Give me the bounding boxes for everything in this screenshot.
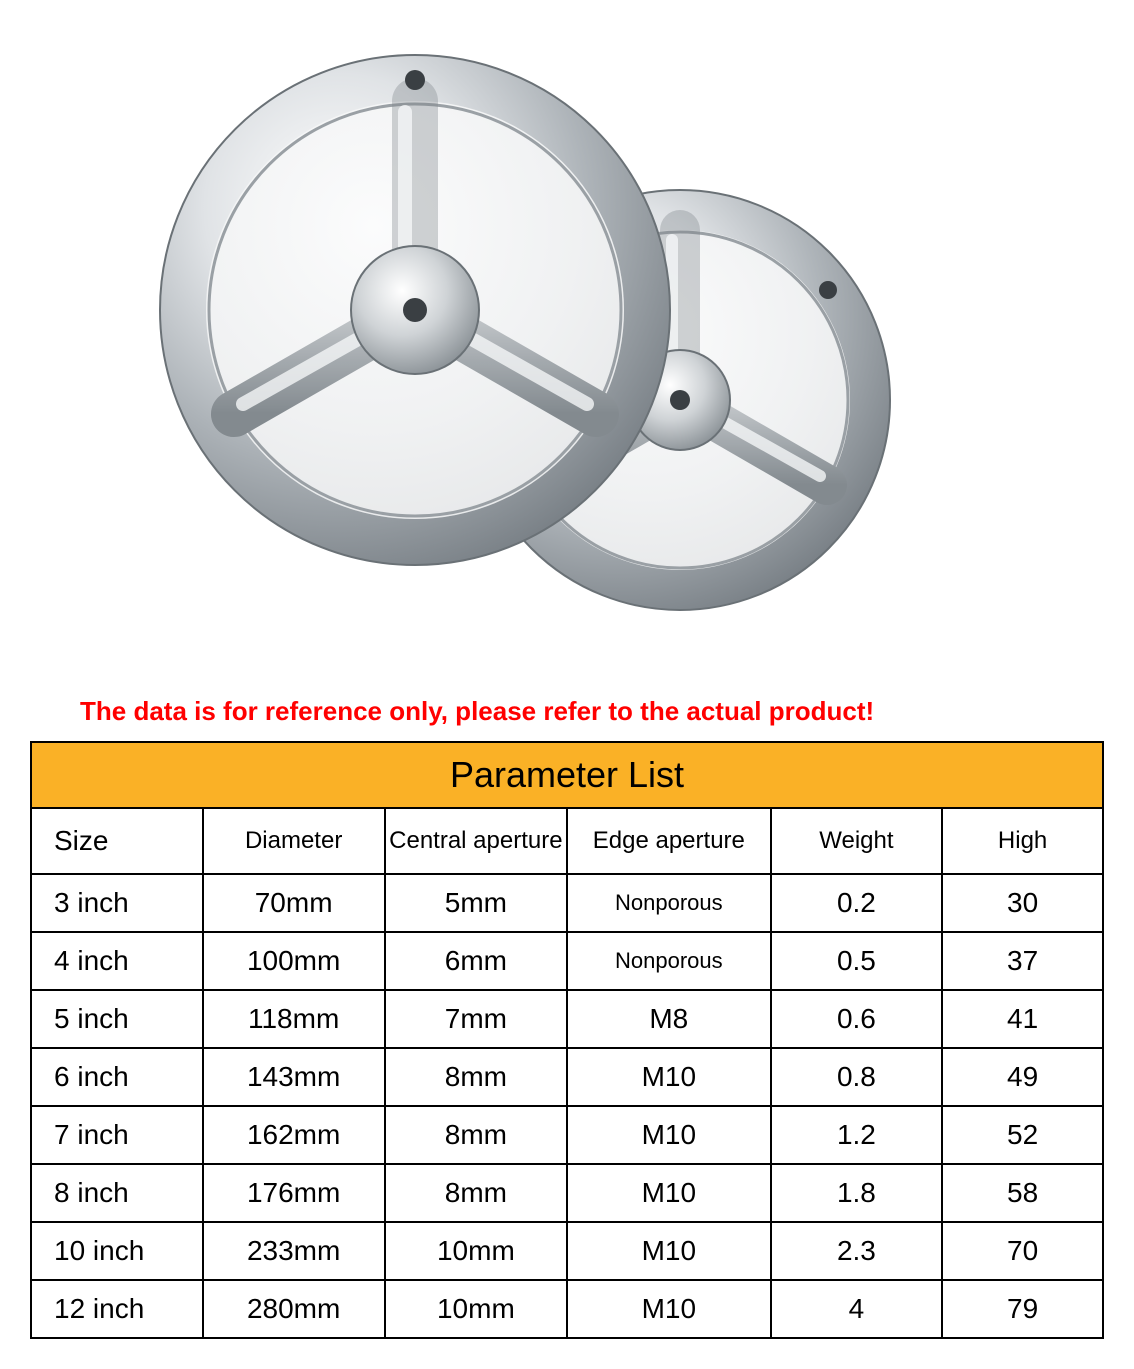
col-edge-aperture: Edge aperture <box>567 808 771 874</box>
table-cell: 30 <box>942 874 1103 932</box>
table-cell: 8mm <box>385 1164 567 1222</box>
table-row: 8 inch176mm8mmM101.858 <box>31 1164 1103 1222</box>
table-cell: M10 <box>567 1048 771 1106</box>
table-cell: 12 inch <box>31 1280 203 1338</box>
table-cell: 49 <box>942 1048 1103 1106</box>
table-cell: 70mm <box>203 874 385 932</box>
table-cell: 10 inch <box>31 1222 203 1280</box>
product-image-area <box>0 0 1134 690</box>
table-cell: 0.2 <box>771 874 943 932</box>
table-cell: M10 <box>567 1222 771 1280</box>
table-cell: M10 <box>567 1164 771 1222</box>
table-cell: 2.3 <box>771 1222 943 1280</box>
col-high: High <box>942 808 1103 874</box>
table-cell: 280mm <box>203 1280 385 1338</box>
table-cell: M10 <box>567 1106 771 1164</box>
table-cell: 70 <box>942 1222 1103 1280</box>
table-cell: 5 inch <box>31 990 203 1048</box>
table-row: 6 inch143mm8mmM100.849 <box>31 1048 1103 1106</box>
table-cell: 4 <box>771 1280 943 1338</box>
table-row: 10 inch233mm10mmM102.370 <box>31 1222 1103 1280</box>
table-title: Parameter List <box>31 742 1103 808</box>
table-cell: M10 <box>567 1280 771 1338</box>
table-cell: 4 inch <box>31 932 203 990</box>
table-body: 3 inch70mm5mmNonporous0.2304 inch100mm6m… <box>31 874 1103 1338</box>
table-cell: 52 <box>942 1106 1103 1164</box>
col-diameter: Diameter <box>203 808 385 874</box>
parameter-table: Parameter List Size Diameter Central ape… <box>30 741 1104 1339</box>
table-row: 3 inch70mm5mmNonporous0.230 <box>31 874 1103 932</box>
table-cell: M8 <box>567 990 771 1048</box>
col-weight: Weight <box>771 808 943 874</box>
table-cell: Nonporous <box>567 874 771 932</box>
table-cell: 143mm <box>203 1048 385 1106</box>
table-cell: 8mm <box>385 1106 567 1164</box>
table-cell: 10mm <box>385 1280 567 1338</box>
table-cell: 6mm <box>385 932 567 990</box>
table-cell: 100mm <box>203 932 385 990</box>
product-spec-page: The data is for reference only, please r… <box>0 0 1134 1369</box>
table-cell: 0.8 <box>771 1048 943 1106</box>
handwheel-illustration <box>0 0 1134 690</box>
table-cell: 118mm <box>203 990 385 1048</box>
table-cell: 0.6 <box>771 990 943 1048</box>
table-cell: 176mm <box>203 1164 385 1222</box>
parameter-table-wrap: Parameter List Size Diameter Central ape… <box>0 741 1134 1369</box>
table-row: 7 inch162mm8mmM101.252 <box>31 1106 1103 1164</box>
disclaimer-text: The data is for reference only, please r… <box>0 690 1134 741</box>
table-cell: Nonporous <box>567 932 771 990</box>
table-cell: 10mm <box>385 1222 567 1280</box>
table-header-row: Size Diameter Central aperture Edge aper… <box>31 808 1103 874</box>
col-size: Size <box>31 808 203 874</box>
table-cell: 1.8 <box>771 1164 943 1222</box>
table-cell: 6 inch <box>31 1048 203 1106</box>
table-cell: 3 inch <box>31 874 203 932</box>
table-cell: 162mm <box>203 1106 385 1164</box>
table-row: 5 inch118mm7mmM80.641 <box>31 990 1103 1048</box>
table-cell: 8 inch <box>31 1164 203 1222</box>
table-title-row: Parameter List <box>31 742 1103 808</box>
table-cell: 1.2 <box>771 1106 943 1164</box>
table-cell: 233mm <box>203 1222 385 1280</box>
table-cell: 0.5 <box>771 932 943 990</box>
table-cell: 37 <box>942 932 1103 990</box>
table-row: 4 inch100mm6mmNonporous0.537 <box>31 932 1103 990</box>
table-cell: 58 <box>942 1164 1103 1222</box>
table-cell: 79 <box>942 1280 1103 1338</box>
col-central-aperture: Central aperture <box>385 808 567 874</box>
table-cell: 7mm <box>385 990 567 1048</box>
table-cell: 8mm <box>385 1048 567 1106</box>
table-cell: 7 inch <box>31 1106 203 1164</box>
table-row: 12 inch280mm10mmM10479 <box>31 1280 1103 1338</box>
table-cell: 41 <box>942 990 1103 1048</box>
table-cell: 5mm <box>385 874 567 932</box>
